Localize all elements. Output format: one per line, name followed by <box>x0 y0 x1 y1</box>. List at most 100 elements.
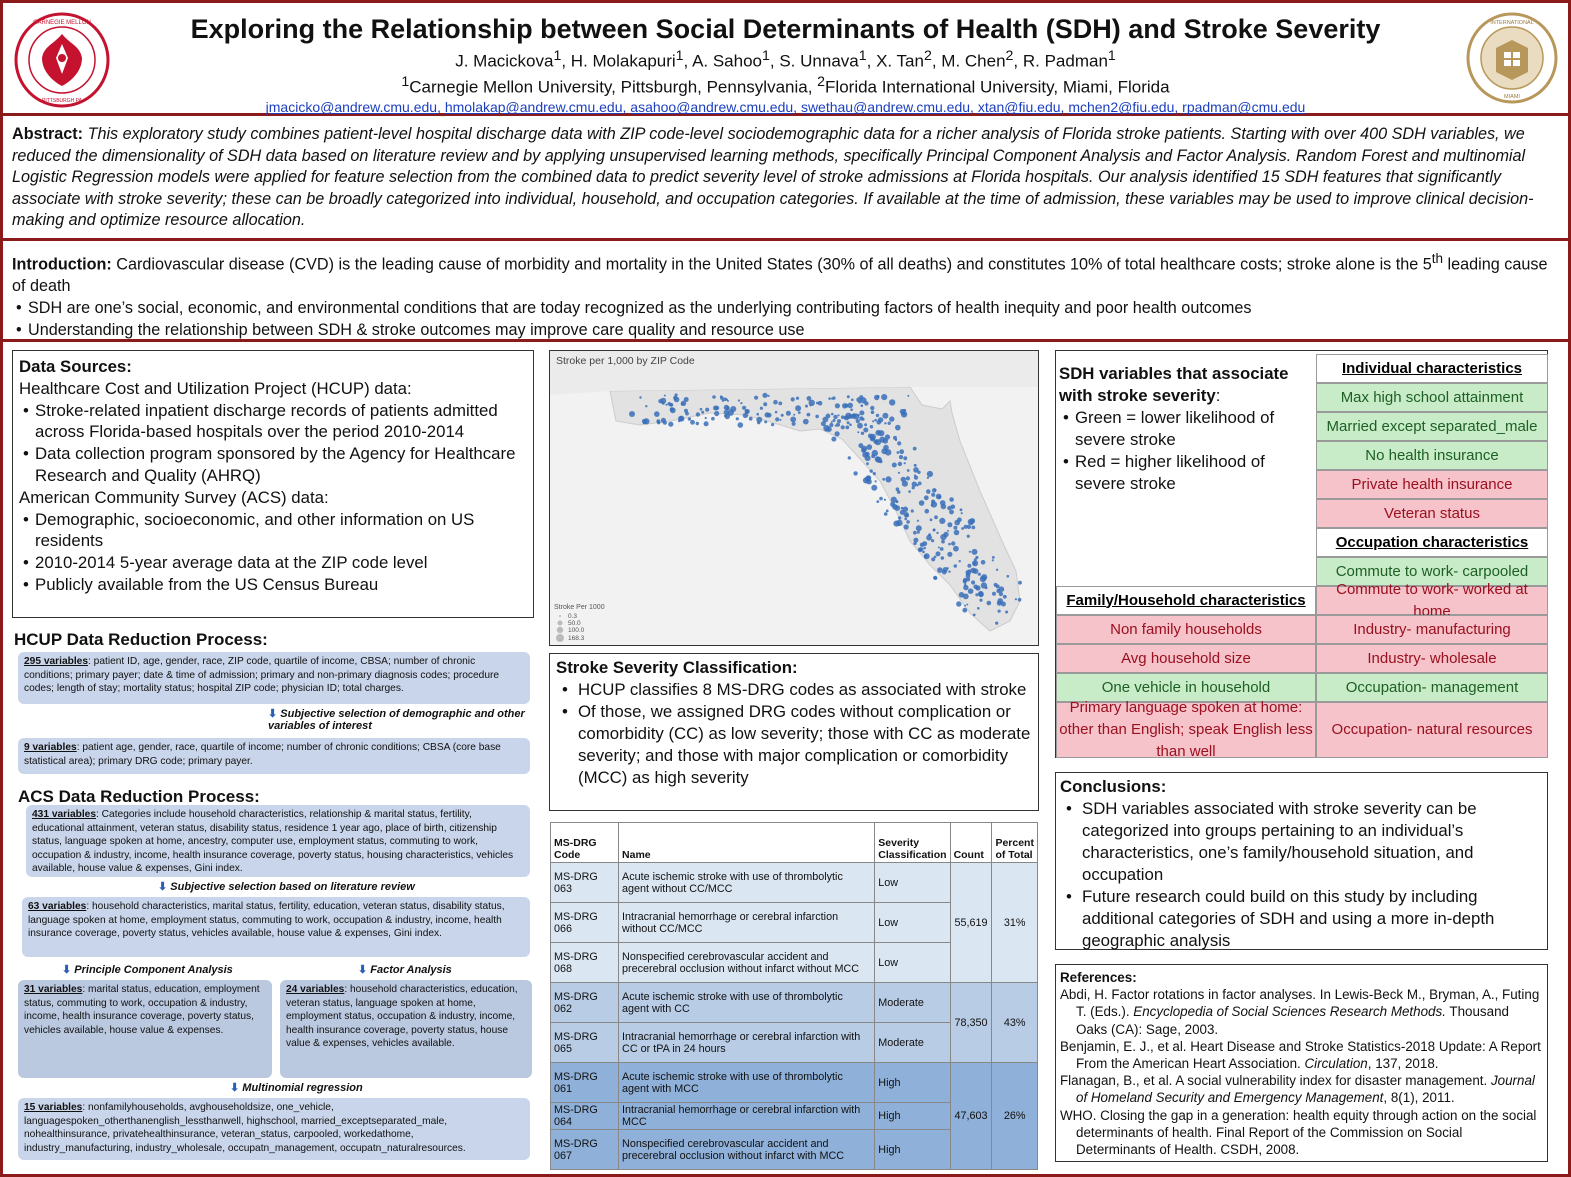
map-dot <box>1006 574 1010 578</box>
map-dot <box>711 416 715 421</box>
flow-text: : Categories include household character… <box>32 809 514 874</box>
author-name: R. Padman <box>1022 51 1108 71</box>
map-dot <box>874 418 877 422</box>
intro-bullet: Understanding the relationship between S… <box>12 319 1562 341</box>
map-dot <box>790 397 795 402</box>
conclusion-bullet: Future research could build on this stud… <box>1060 886 1543 952</box>
acs-arrow-fa: ⬇ Factor Analysis <box>358 963 452 976</box>
map-dot <box>680 400 687 406</box>
map-dot <box>870 410 875 414</box>
map-dot <box>1002 594 1007 599</box>
map-dot <box>991 559 994 562</box>
map-dot <box>935 551 941 557</box>
affil-2: Florida International University, Miami,… <box>825 77 1170 97</box>
map-dot <box>833 414 838 420</box>
acs-flow-box-15: 15 variables: nonfamilyhouseholds, avgho… <box>18 1098 530 1160</box>
hcup-flow-box-295: 295 variables: patient ID, age, gender, … <box>18 652 530 704</box>
map-dot <box>904 517 908 521</box>
map-dot <box>872 472 876 476</box>
drg-code: MS-DRG 061 <box>549 1062 620 1103</box>
references-box: References: Abdi, H. Factor rotations in… <box>1055 964 1548 1162</box>
map-dot <box>975 593 979 597</box>
map-dot <box>1017 597 1022 602</box>
drg-code: MS-DRG 065 <box>549 1022 620 1063</box>
map-dot <box>931 557 936 562</box>
map-dot <box>687 417 692 421</box>
map-dot <box>949 497 954 502</box>
map-dot <box>1014 598 1017 601</box>
email-link[interactable]: mchen2@fiu.edu <box>1068 99 1175 116</box>
abstract-text: This exploratory study combines patient-… <box>12 125 1534 229</box>
hcup-flow-box-9: 9 variables: patient age, gender, race, … <box>18 738 530 774</box>
map-dot <box>806 412 811 417</box>
map-dot <box>775 417 780 422</box>
map-dot <box>903 524 909 530</box>
map-dot <box>822 416 829 423</box>
acs-heading: American Community Survey (ACS) data: <box>19 487 329 507</box>
map-dot <box>858 443 864 449</box>
ref-text: Flanagan, B., et al. A social vulnerabil… <box>1060 1073 1491 1089</box>
divider <box>0 339 1571 342</box>
map-dot <box>963 524 968 529</box>
email-link[interactable]: xtan@fiu.edu <box>977 99 1061 116</box>
map-dot <box>714 410 720 417</box>
map-dot <box>913 467 919 473</box>
map-dot <box>933 575 938 580</box>
map-dot <box>980 560 986 565</box>
map-dot <box>954 519 960 526</box>
map-dot <box>862 451 869 458</box>
legend-dot <box>559 615 561 617</box>
map-dot <box>866 462 869 466</box>
email-link[interactable]: swethau@andrew.cmu.edu <box>800 99 971 116</box>
reference-item: Abdi, H. Factor rotations in factor anal… <box>1060 986 1543 1038</box>
map-dot <box>806 396 812 401</box>
author-sup: 1 <box>675 48 684 64</box>
map-dot <box>953 564 958 568</box>
map-dot <box>831 412 834 416</box>
map-dot <box>1005 610 1009 614</box>
acs-process-title: ACS Data Reduction Process: <box>18 787 260 806</box>
map-dot <box>896 451 900 454</box>
map-dot <box>845 425 850 430</box>
map-dot <box>905 476 910 481</box>
drg-severity: Moderate <box>874 982 951 1023</box>
map-dot <box>771 423 775 427</box>
map-dot <box>911 481 917 487</box>
map-dot <box>977 572 981 576</box>
map-dot <box>953 525 958 530</box>
email-link[interactable]: rpadman@cmu.edu <box>1182 99 1306 116</box>
map-dot <box>947 551 953 557</box>
map-dot <box>673 395 678 400</box>
email-link[interactable]: jmacicko@andrew.cmu.edu <box>265 99 438 116</box>
map-dot <box>790 416 797 423</box>
flow-count: 63 variables <box>28 901 87 912</box>
map-dot <box>997 609 1001 613</box>
map-dot <box>853 471 858 476</box>
map-dot <box>658 399 663 404</box>
hcup-process-title: HCUP Data Reduction Process: <box>14 630 268 649</box>
author-sup: 1 <box>858 48 867 64</box>
map-dot <box>895 424 901 431</box>
map-dot <box>966 603 969 606</box>
map-dot <box>871 484 878 491</box>
map-dot <box>831 436 837 442</box>
email-link[interactable]: hmolakap@andrew.cmu.edu <box>444 99 623 116</box>
table-row: MS-DRG 062 Acute ischemic stroke with us… <box>549 982 1038 1063</box>
map-dot <box>773 399 778 405</box>
arrow-label: Subjective selection based on literature… <box>170 881 415 893</box>
email-link[interactable]: asahoo@andrew.cmu.edu <box>630 99 794 116</box>
map-dot <box>891 462 897 468</box>
map-dot <box>894 505 901 511</box>
map-dot <box>847 402 853 409</box>
drg-name: Intracranial hemorrhage or cerebral infa… <box>618 902 876 943</box>
svg-text:INTERNATIONAL: INTERNATIONAL <box>1490 20 1534 26</box>
ref-journal: Journal of Homeland Security and Emergen… <box>1076 1073 1535 1106</box>
map-dot <box>926 489 931 494</box>
conclusions-title: Conclusions: <box>1060 777 1167 796</box>
map-dot <box>836 422 840 427</box>
reference-item: WHO. Closing the gap in a generation: he… <box>1060 1107 1543 1159</box>
map-dot <box>973 584 978 590</box>
sdh-var-cell: Occupation- management <box>1316 673 1548 702</box>
map-dot <box>958 560 961 563</box>
map-dot <box>964 604 966 607</box>
